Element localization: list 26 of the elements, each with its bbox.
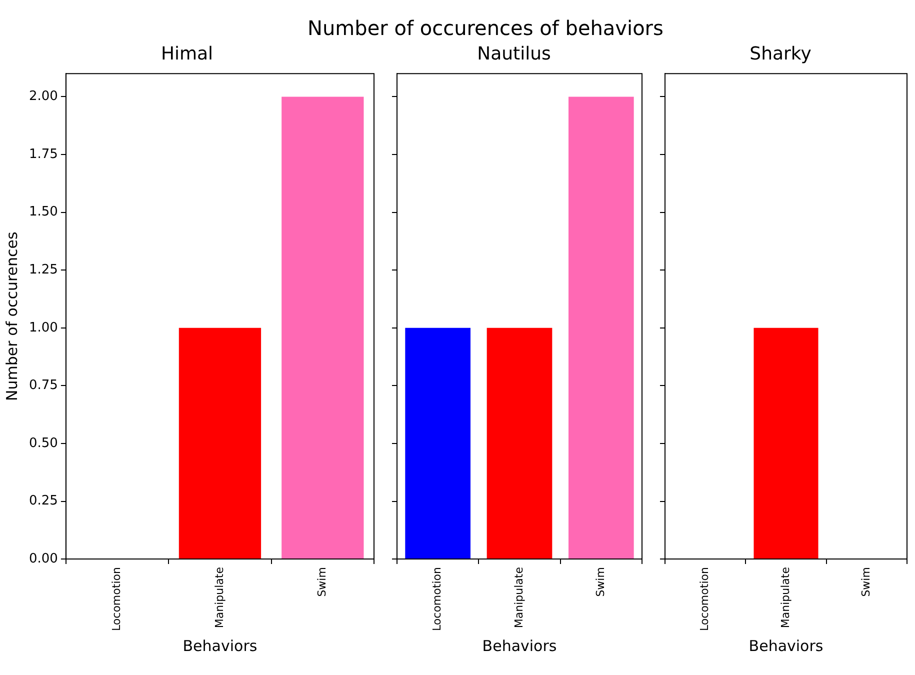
y-tick-label: 2.00 bbox=[28, 89, 58, 104]
x-tick-label: Manipulate bbox=[778, 566, 792, 628]
y-tick-label: 0.25 bbox=[28, 494, 58, 509]
x-tick-label: Locomotion bbox=[430, 567, 444, 632]
y-tick-label: 1.75 bbox=[28, 146, 58, 162]
x-tick-label: Locomotion bbox=[698, 567, 712, 632]
x-axis-title: Behaviors bbox=[182, 636, 258, 655]
x-tick-label: Swim bbox=[860, 567, 873, 597]
x-axis-title: Behaviors bbox=[482, 636, 557, 655]
x-tick-label: Swim bbox=[594, 567, 608, 597]
chart-title: Sharky bbox=[750, 43, 812, 64]
y-tick-label: 1.50 bbox=[28, 204, 58, 220]
y-tick-label: 0.00 bbox=[28, 551, 58, 566]
x-tick-label: Locomotion bbox=[110, 567, 124, 632]
x-tick-label: Manipulate bbox=[212, 566, 226, 628]
chart-title: Himal bbox=[160, 43, 214, 64]
y-axis-title: Number of occurences bbox=[2, 231, 21, 401]
y-tick-label: 1.25 bbox=[28, 262, 58, 278]
y-tick-label: 1.00 bbox=[28, 320, 58, 336]
y-tick-label: 0.75 bbox=[28, 378, 58, 394]
x-axis-title: Behaviors bbox=[748, 636, 824, 655]
chart-title: Nautilus bbox=[477, 43, 551, 64]
x-tick-label: Swim bbox=[316, 567, 329, 597]
text: Number of occurences of behaviors bbox=[308, 16, 664, 40]
x-tick-label: Manipulate bbox=[512, 566, 526, 628]
y-tick-label: 0.50 bbox=[28, 436, 58, 451]
